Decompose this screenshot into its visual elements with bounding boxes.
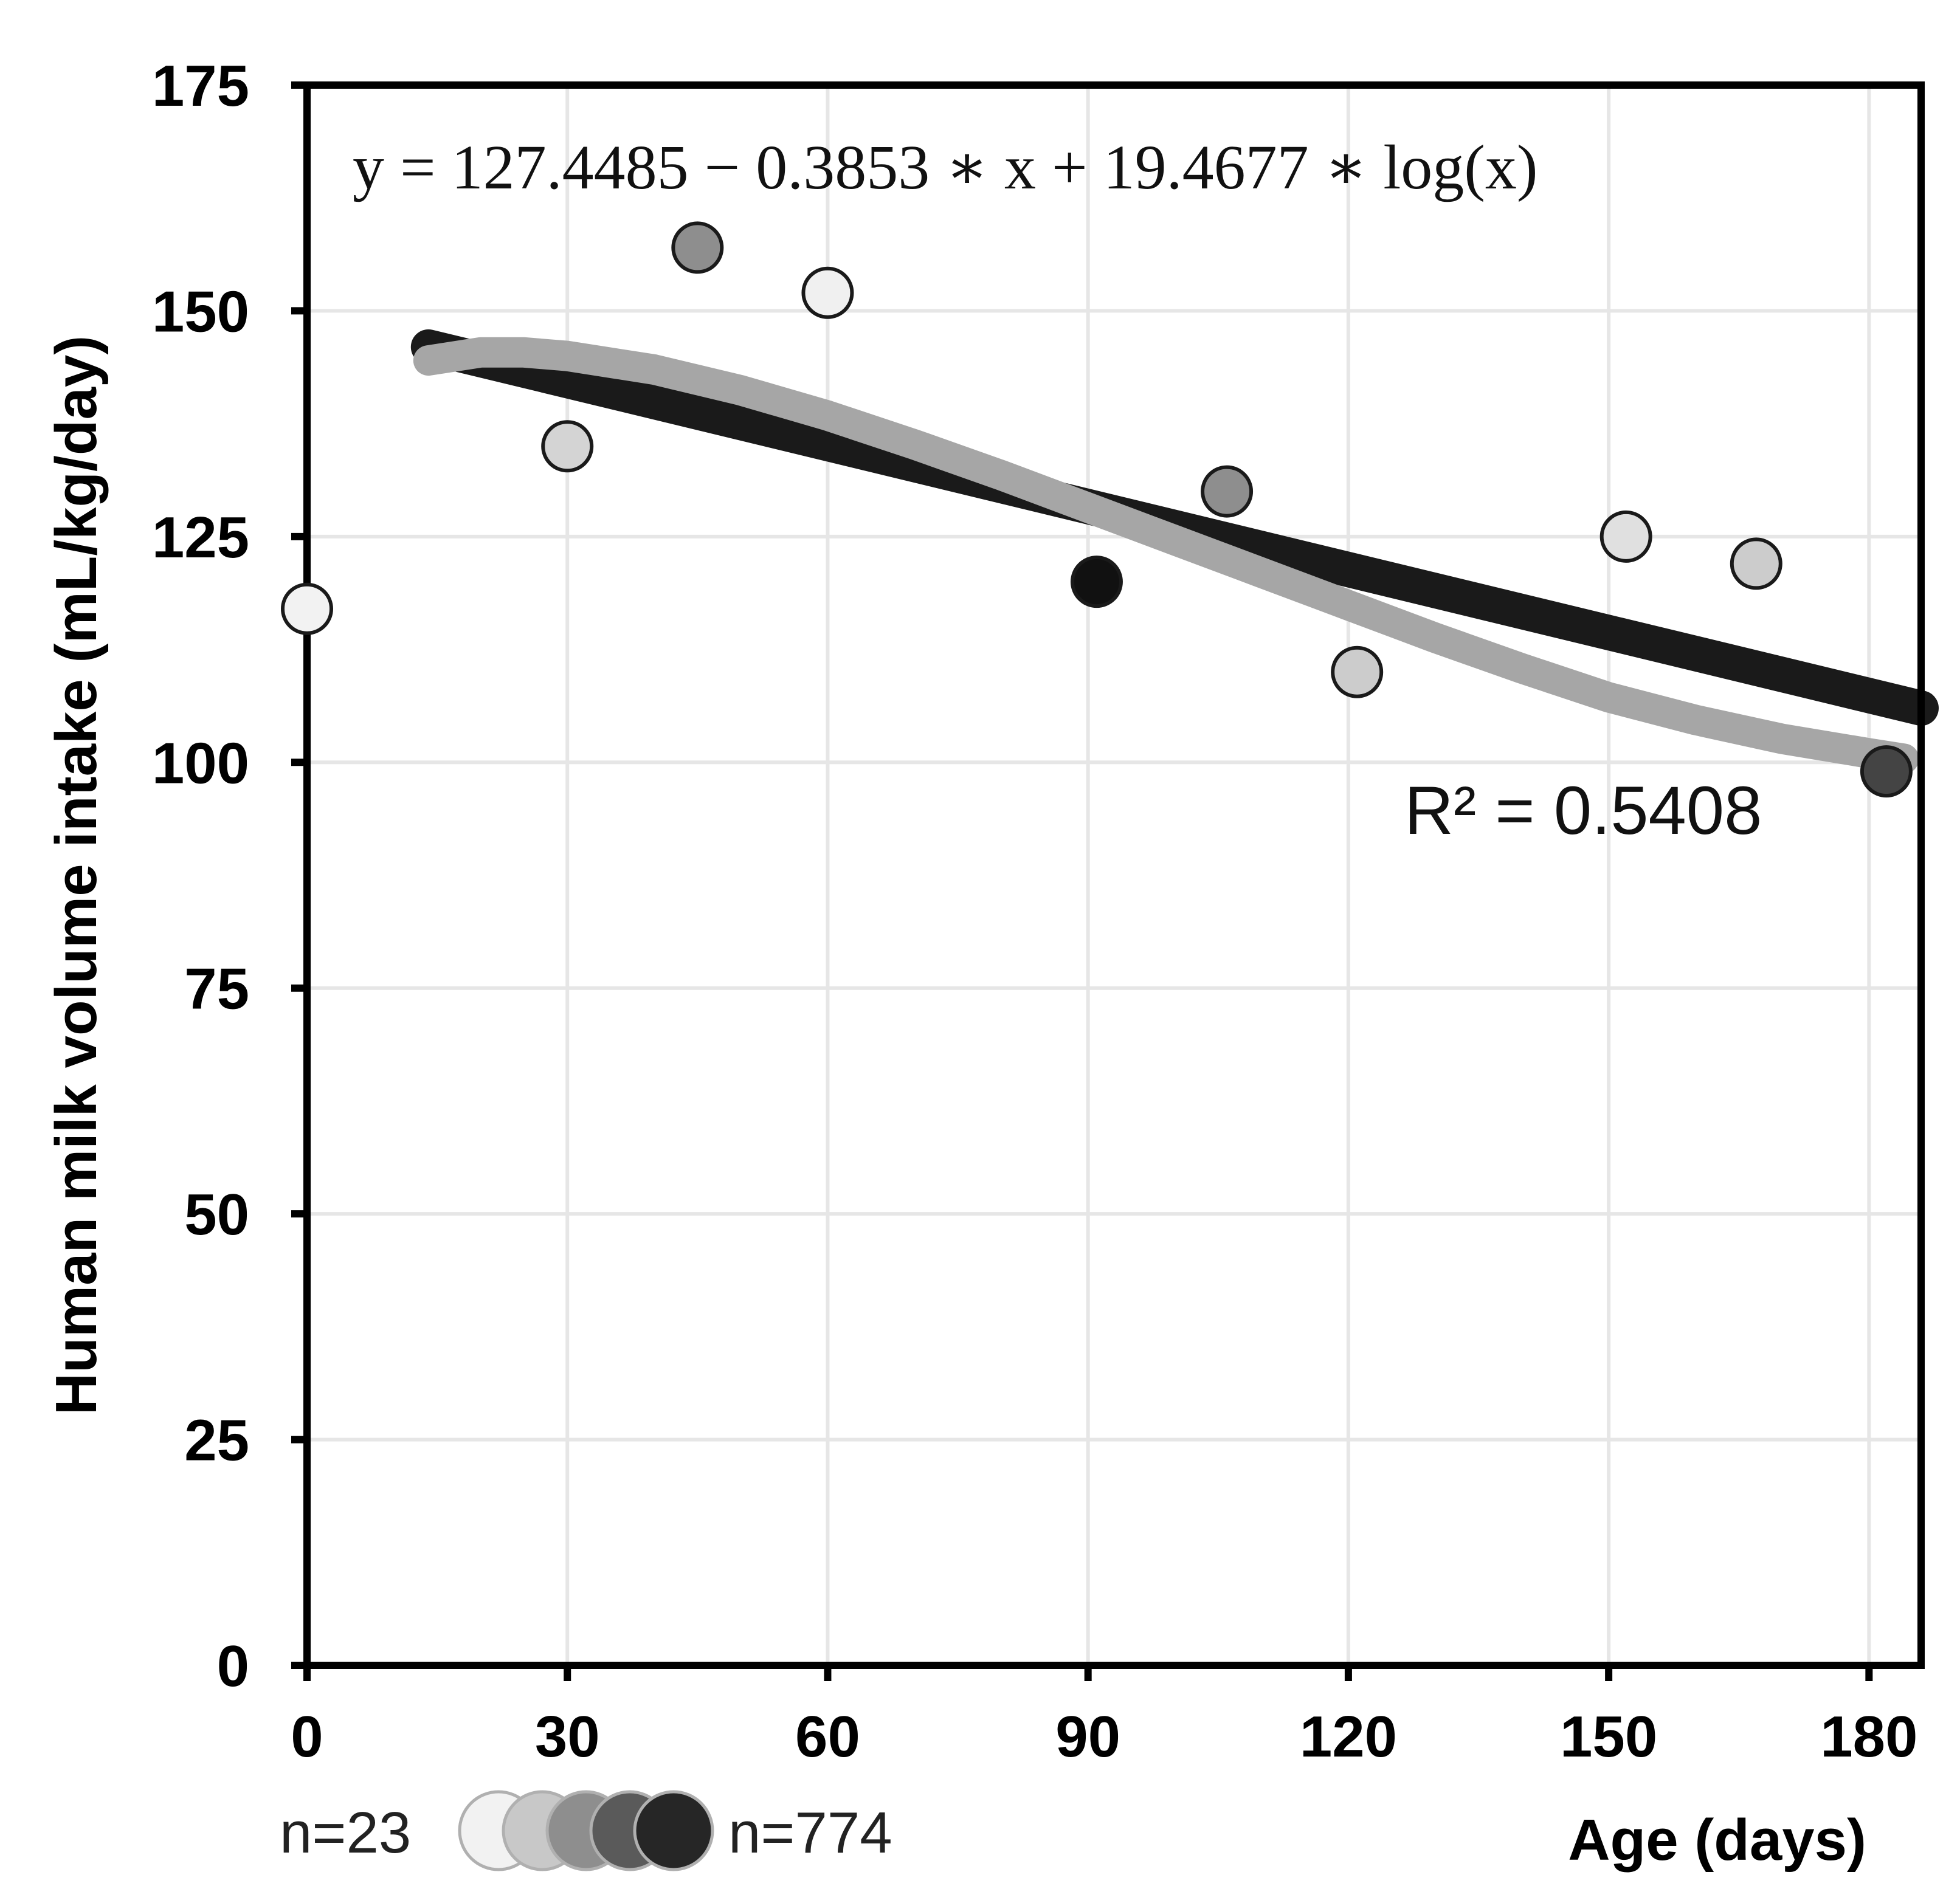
plot-frame bbox=[303, 81, 1925, 1669]
y-tick-label: 175 bbox=[152, 53, 249, 119]
data-points bbox=[281, 221, 1913, 798]
x-tick-label: 30 bbox=[535, 1704, 600, 1769]
log-fit-line bbox=[413, 337, 1919, 774]
legend-shade-scale bbox=[458, 1790, 714, 1871]
legend-shade-circle bbox=[633, 1790, 714, 1871]
x-tick-label: 120 bbox=[1300, 1704, 1397, 1769]
y-tick-label: 75 bbox=[184, 957, 249, 1022]
y-tick-label: 25 bbox=[184, 1408, 249, 1473]
y-axis-title: Human milk volume intake (mL/kg/day) bbox=[44, 336, 109, 1415]
r-squared-label: R² = 0.5408 bbox=[1404, 773, 1762, 848]
legend: n=23 n=774 bbox=[280, 1790, 892, 1871]
x-tick-label: 0 bbox=[291, 1704, 323, 1769]
x-tick-label: 150 bbox=[1560, 1704, 1657, 1769]
data-point bbox=[281, 582, 333, 635]
gridlines bbox=[305, 83, 1921, 1667]
data-point bbox=[1201, 465, 1254, 518]
y-tick-label: 150 bbox=[152, 279, 249, 344]
x-axis-title: Age (days) bbox=[1568, 1808, 1866, 1873]
legend-min-label: n=23 bbox=[280, 1800, 411, 1865]
y-tick-label: 100 bbox=[152, 731, 249, 796]
data-point bbox=[541, 420, 594, 473]
y-tick-label: 0 bbox=[217, 1634, 249, 1699]
x-tick-label: 180 bbox=[1820, 1704, 1917, 1769]
data-point bbox=[1599, 510, 1652, 563]
data-point bbox=[1331, 645, 1384, 698]
x-tick-label: 60 bbox=[795, 1704, 860, 1769]
legend-max-label: n=774 bbox=[728, 1800, 892, 1865]
data-point bbox=[801, 266, 854, 319]
x-tick-label: 90 bbox=[1055, 1704, 1120, 1769]
data-point bbox=[1860, 745, 1913, 798]
y-tick-label: 125 bbox=[152, 505, 249, 570]
data-point bbox=[1730, 537, 1782, 590]
data-point bbox=[671, 221, 724, 274]
fit-equation: y = 127.4485 − 0.3853 ∗ x + 19.4677 ∗ lo… bbox=[353, 132, 1538, 202]
data-point bbox=[1070, 556, 1123, 608]
axis-ticks: 0 25 50 75 100 125 150 175 0 30 60 90 120 150 180 bbox=[152, 53, 1918, 1769]
y-tick-label: 50 bbox=[184, 1182, 249, 1247]
fit-lines bbox=[410, 329, 1939, 774]
